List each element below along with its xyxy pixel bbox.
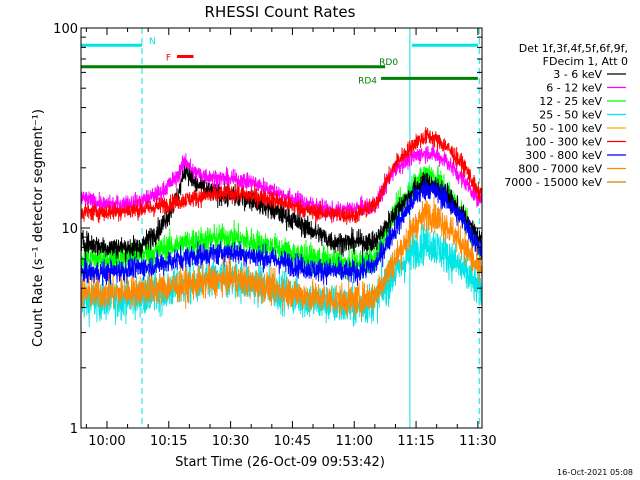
annotation-layer bbox=[81, 28, 480, 428]
legend-header: Det 1f,3f,4f,5f,6f,9f, bbox=[519, 42, 628, 55]
legend-entry-label: 25 - 50 keV bbox=[539, 109, 602, 122]
y-tick-label: 100 bbox=[53, 22, 78, 37]
y-tick-label: 10 bbox=[61, 222, 78, 237]
plot-area bbox=[81, 28, 482, 428]
series-layer bbox=[81, 126, 482, 328]
legend-entry-label: 12 - 25 keV bbox=[539, 95, 602, 108]
legend-entry-label: 7000 - 15000 keV bbox=[504, 176, 602, 189]
series-line-25to50keV bbox=[81, 222, 482, 328]
legend-entry-label: 800 - 7000 keV bbox=[518, 163, 602, 176]
flag-label: RD0 bbox=[379, 58, 398, 68]
axes: 10:00 10:15 10:30 10:45 11:00 11:15 11:30 1 10 10… bbox=[53, 22, 496, 449]
legend-entry-label: 3 - 6 keV bbox=[553, 68, 602, 81]
legend-entry-label: 300 - 800 keV bbox=[525, 149, 602, 162]
series-line-300to800keV bbox=[81, 177, 482, 287]
y-tick-label: 1 bbox=[70, 422, 78, 437]
x-tick-label: 10:45 bbox=[274, 434, 311, 449]
legend: Det 1f,3f,4f,5f,6f,9f,FDecim 1, Att 03 -… bbox=[504, 42, 628, 189]
x-tick-label: 10:30 bbox=[212, 434, 249, 449]
timestamp: 16-Oct-2021 05:08 bbox=[557, 468, 633, 477]
x-tick-label: 11:00 bbox=[336, 434, 373, 449]
x-tick-label: 11:30 bbox=[459, 434, 496, 449]
flag-label: F bbox=[166, 54, 171, 64]
flag-label: RD4 bbox=[358, 76, 377, 86]
x-tick-label: 10:15 bbox=[150, 434, 187, 449]
legend-entry-label: 6 - 12 keV bbox=[546, 82, 602, 95]
flag-label: N bbox=[149, 37, 156, 47]
y-axis-label: Count Rate (s⁻¹ detector segment⁻¹) bbox=[31, 109, 46, 347]
legend-entry-label: 100 - 300 keV bbox=[525, 136, 602, 149]
x-tick-label: 10:00 bbox=[88, 434, 125, 449]
chart-title: RHESSI Count Rates bbox=[205, 3, 356, 21]
x-tick-label: 11:15 bbox=[397, 434, 434, 449]
series-line-800to7000keV bbox=[81, 196, 482, 320]
x-axis-label: Start Time (26-Oct-09 09:53:42) bbox=[175, 455, 385, 470]
series-line-100to300keV bbox=[81, 126, 482, 225]
legend-entry-label: 50 - 100 keV bbox=[532, 122, 602, 135]
legend-header: FDecim 1, Att 0 bbox=[543, 55, 628, 68]
